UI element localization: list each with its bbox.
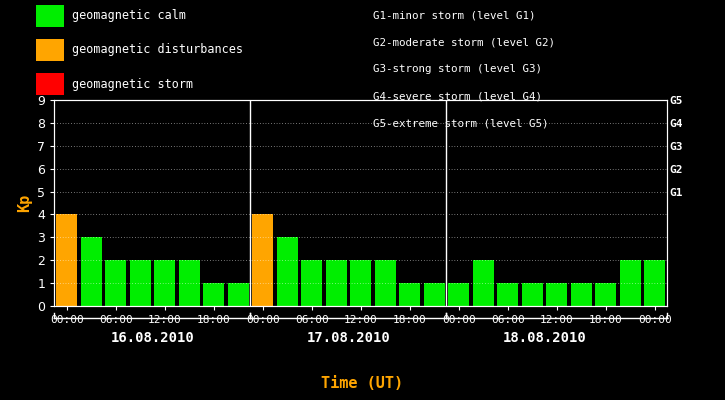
Bar xyxy=(645,260,665,306)
Bar xyxy=(375,260,396,306)
Text: G3-strong storm (level G3): G3-strong storm (level G3) xyxy=(373,64,542,74)
Bar xyxy=(326,260,347,306)
Bar xyxy=(252,214,273,306)
Text: G4-severe storm (level G4): G4-severe storm (level G4) xyxy=(373,92,542,102)
Bar xyxy=(595,283,616,306)
Bar xyxy=(571,283,592,306)
Bar xyxy=(57,214,77,306)
Bar xyxy=(448,283,469,306)
Text: 17.08.2010: 17.08.2010 xyxy=(307,331,390,345)
Text: Time (UT): Time (UT) xyxy=(321,376,404,392)
Bar xyxy=(154,260,175,306)
Text: geomagnetic calm: geomagnetic calm xyxy=(72,10,186,22)
Text: G2-moderate storm (level G2): G2-moderate storm (level G2) xyxy=(373,37,555,47)
Bar xyxy=(547,283,567,306)
Bar xyxy=(228,283,249,306)
Bar xyxy=(302,260,322,306)
Bar xyxy=(473,260,494,306)
Text: G5-extreme storm (level G5): G5-extreme storm (level G5) xyxy=(373,119,549,129)
Bar xyxy=(399,283,420,306)
Bar xyxy=(424,283,444,306)
Text: geomagnetic disturbances: geomagnetic disturbances xyxy=(72,44,244,56)
Bar xyxy=(497,283,518,306)
Bar xyxy=(620,260,641,306)
Text: 18.08.2010: 18.08.2010 xyxy=(502,331,587,345)
Bar xyxy=(80,237,102,306)
Text: geomagnetic storm: geomagnetic storm xyxy=(72,78,194,90)
Bar xyxy=(522,283,542,306)
Text: G1-minor storm (level G1): G1-minor storm (level G1) xyxy=(373,10,536,20)
Bar xyxy=(179,260,199,306)
Bar xyxy=(350,260,371,306)
Bar xyxy=(105,260,126,306)
Bar xyxy=(203,283,224,306)
Text: 16.08.2010: 16.08.2010 xyxy=(110,331,194,345)
Bar xyxy=(130,260,151,306)
Y-axis label: Kp: Kp xyxy=(17,194,32,212)
Bar xyxy=(277,237,297,306)
